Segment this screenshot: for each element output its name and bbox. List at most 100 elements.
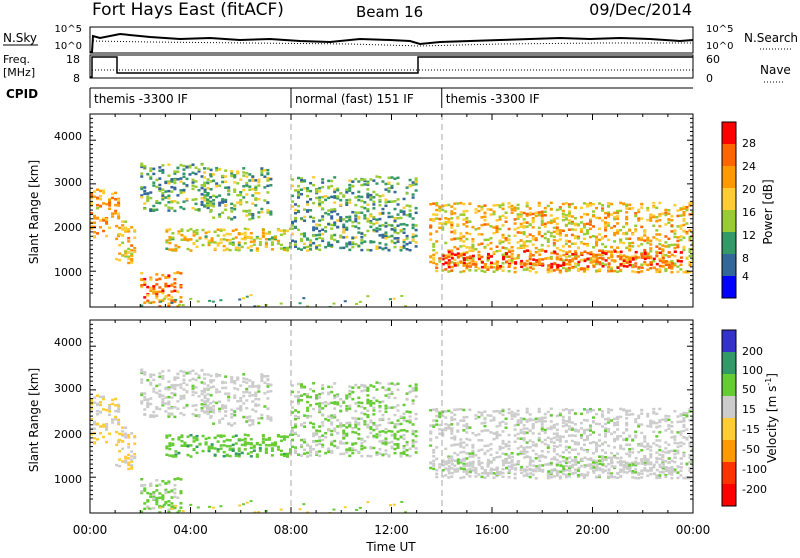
power-cell bbox=[260, 167, 263, 170]
velocity-cell bbox=[111, 399, 114, 402]
velocity-cell bbox=[233, 410, 236, 413]
power-cell bbox=[667, 245, 670, 248]
velocity-cell bbox=[577, 474, 580, 477]
power-cell bbox=[568, 203, 571, 206]
velocity-cell bbox=[115, 444, 118, 447]
power-cell bbox=[631, 233, 634, 236]
power-cell bbox=[598, 254, 601, 257]
power-cell bbox=[625, 247, 628, 250]
power-cell bbox=[625, 216, 628, 219]
velocity-ytick-label: 4000 bbox=[54, 336, 82, 349]
power-cell bbox=[174, 299, 177, 301]
power-cell bbox=[111, 197, 114, 200]
power-cell bbox=[445, 257, 448, 260]
power-cell bbox=[562, 250, 565, 253]
power-cell bbox=[544, 233, 547, 236]
velocity-cell bbox=[165, 453, 168, 456]
velocity-cell bbox=[471, 452, 474, 455]
power-cell bbox=[130, 253, 133, 256]
velocity-cell bbox=[297, 391, 300, 394]
velocity-cell bbox=[550, 428, 553, 431]
power-cell bbox=[173, 290, 176, 293]
power-cell bbox=[619, 241, 622, 244]
nave-tick-bottom: 0 bbox=[706, 72, 713, 85]
power-cell bbox=[244, 242, 247, 245]
velocity-cell bbox=[384, 411, 387, 414]
power-cell bbox=[505, 247, 508, 250]
velocity-cell bbox=[155, 489, 158, 492]
power-cell bbox=[626, 256, 629, 259]
power-cell bbox=[359, 301, 362, 303]
velocity-cell bbox=[438, 433, 441, 436]
velocity-cell bbox=[248, 385, 251, 388]
power-cell bbox=[195, 180, 198, 183]
velocity-cell bbox=[198, 374, 201, 377]
power-cell bbox=[164, 285, 167, 288]
velocity-cell bbox=[667, 419, 670, 422]
velocity-cell bbox=[324, 401, 327, 404]
power-cell bbox=[348, 201, 351, 204]
velocity-cell bbox=[406, 410, 409, 413]
power-cell bbox=[387, 216, 390, 219]
velocity-cell bbox=[499, 434, 502, 437]
velocity-cell bbox=[387, 396, 390, 399]
power-cell bbox=[643, 231, 646, 234]
power-cell bbox=[256, 247, 259, 250]
velocity-cell bbox=[444, 474, 447, 477]
velocity-cell bbox=[164, 501, 167, 504]
power-colorbar bbox=[722, 122, 736, 299]
power-cell bbox=[664, 209, 667, 212]
velocity-cell bbox=[544, 443, 547, 446]
velocity-cell bbox=[378, 382, 381, 385]
velocity-cell bbox=[535, 443, 538, 446]
power-cell bbox=[655, 233, 658, 236]
power-cell bbox=[520, 245, 523, 248]
velocity-cell bbox=[158, 497, 161, 500]
velocity-cell bbox=[435, 436, 438, 439]
power-cell bbox=[646, 219, 649, 222]
power-cell bbox=[656, 251, 659, 254]
velocity-cell bbox=[676, 431, 679, 434]
power-cell bbox=[459, 232, 462, 235]
velocity-cell bbox=[586, 435, 589, 438]
velocity-cell bbox=[306, 401, 309, 404]
power-cell bbox=[589, 220, 592, 223]
power-cell bbox=[568, 263, 571, 266]
velocity-cell bbox=[631, 476, 634, 479]
velocity-cell bbox=[105, 409, 108, 412]
power-cell bbox=[676, 244, 679, 247]
power-cell bbox=[610, 270, 613, 273]
power-cell bbox=[444, 242, 447, 245]
power-cell bbox=[680, 260, 683, 263]
velocity-cell bbox=[211, 443, 214, 446]
power-cell bbox=[149, 278, 152, 281]
velocity-cell bbox=[348, 390, 351, 393]
power-cell bbox=[265, 238, 268, 241]
power-cell bbox=[152, 301, 155, 304]
velocity-cell bbox=[438, 416, 441, 419]
power-cell bbox=[161, 188, 164, 191]
power-cell bbox=[568, 219, 571, 222]
velocity-cell bbox=[622, 439, 625, 442]
velocity-cell bbox=[453, 452, 456, 455]
power-cell bbox=[327, 180, 330, 183]
velocity-cell bbox=[459, 451, 462, 454]
velocity-cell bbox=[121, 448, 124, 451]
power-cell bbox=[526, 268, 529, 271]
power-cell bbox=[688, 237, 691, 240]
velocity-cell bbox=[179, 506, 182, 509]
velocity-cell bbox=[378, 401, 381, 404]
velocity-cell bbox=[520, 445, 523, 448]
velocity-cell bbox=[679, 445, 682, 448]
power-cell bbox=[248, 189, 251, 192]
power-cell bbox=[450, 217, 453, 220]
power-cell bbox=[394, 217, 397, 220]
power-cell bbox=[574, 257, 577, 260]
power-cell bbox=[221, 181, 224, 184]
velocity-cell bbox=[158, 492, 161, 495]
power-cell bbox=[577, 268, 580, 271]
power-cell bbox=[155, 209, 158, 212]
velocity-cell bbox=[209, 416, 212, 419]
power-cell bbox=[315, 197, 318, 200]
